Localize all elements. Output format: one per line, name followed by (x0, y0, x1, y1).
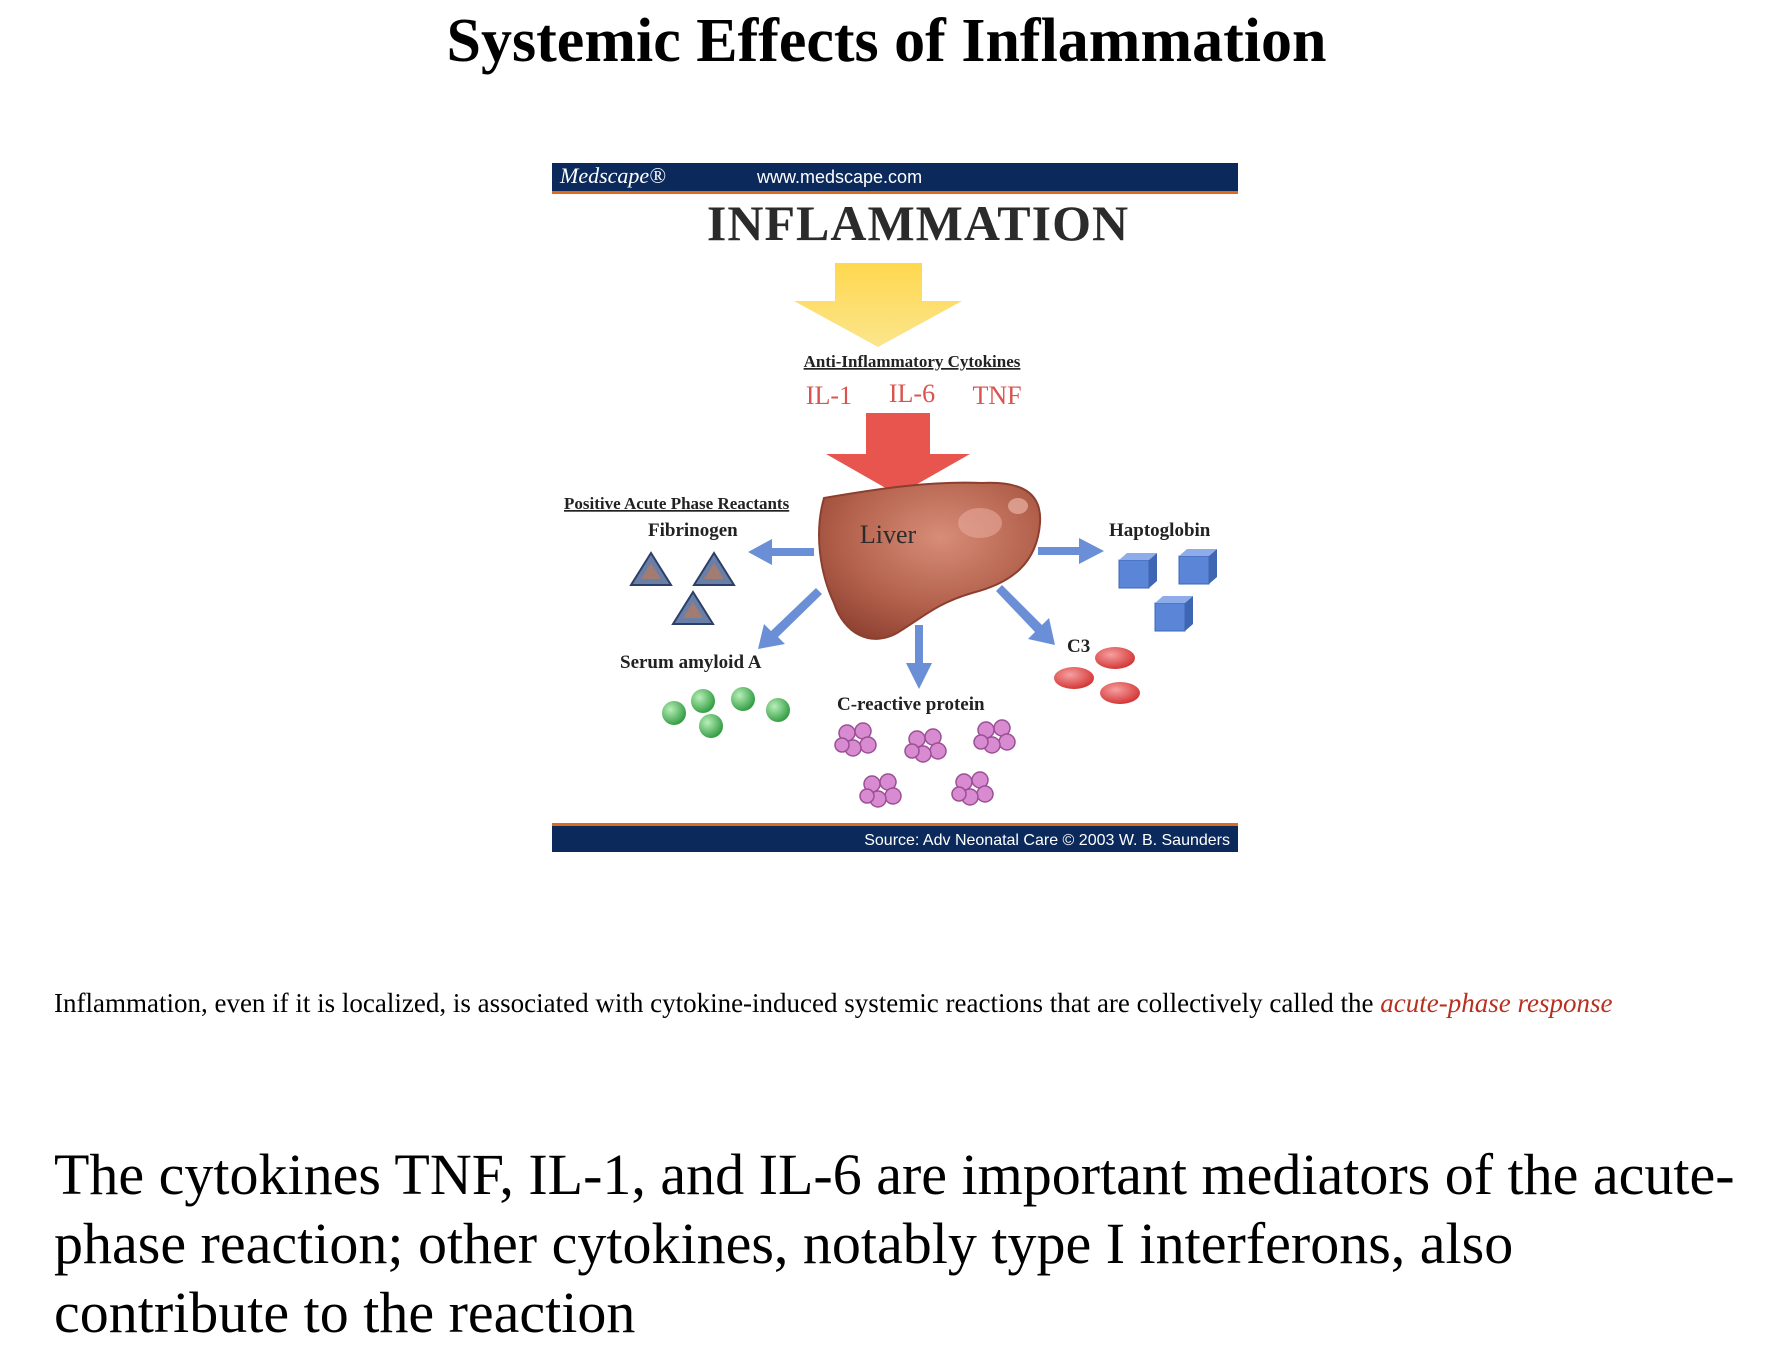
cytokines-heading: Anti-Inflammatory Cytokines (804, 352, 1021, 371)
top-banner (552, 163, 1238, 191)
organ-label: Liver (860, 520, 917, 549)
cytokine-il6: IL-6 (889, 379, 935, 408)
liver-shape (818, 481, 1042, 640)
haptoglobin-arrow (1038, 538, 1104, 564)
medscape-logo: Medscape® (559, 163, 666, 188)
caption: Inflammation, even if it is localized, i… (54, 986, 1734, 1020)
red-down-arrow (826, 413, 970, 495)
figure-source: Source: Adv Neonatal Care © 2003 W. B. S… (864, 832, 1230, 849)
bottom-banner (552, 826, 1238, 852)
crp-clusters (834, 719, 1016, 808)
caption-text: Inflammation, even if it is localized, i… (54, 988, 1381, 1018)
acute-phase-term: acute-phase response (1380, 988, 1613, 1018)
reactants-heading: Positive Acute Phase Reactants (564, 494, 790, 513)
fibrinogen-arrow (748, 539, 814, 565)
c3-arrow (996, 585, 1055, 645)
liver-highlight (958, 508, 1002, 538)
liver-highlight-2 (1008, 498, 1028, 514)
diagram-heading: INFLAMMATION (707, 195, 1129, 251)
c3-label: C3 (1067, 636, 1090, 657)
page-title: Systemic Effects of Inflammation (446, 7, 1327, 75)
c3-ovals (1054, 647, 1140, 704)
haptoglobin-cubes (1118, 549, 1217, 632)
medscape-url: www.medscape.com (756, 167, 922, 187)
fibrinogen-label: Fibrinogen (648, 520, 738, 541)
serum-amyloid-spheres (662, 687, 790, 738)
inflammation-diagram: Medscape® www.medscape.com INFLAMMATION … (552, 163, 1238, 852)
top-banner-stripe (552, 191, 1238, 194)
crp-label: C-reactive protein (837, 694, 985, 715)
serum-amyloid-label: Serum amyloid A (620, 652, 762, 673)
bottom-banner-stripe (552, 823, 1238, 826)
yellow-down-arrow (794, 263, 962, 347)
haptoglobin-label: Haptoglobin (1109, 520, 1211, 541)
fibrinogen-triangles (629, 551, 736, 625)
crp-arrow (906, 625, 932, 689)
cytokine-tnf: TNF (972, 381, 1021, 410)
cytokine-il1: IL-1 (806, 381, 852, 410)
body-paragraph: The cytokines TNF, IL-1, and IL-6 are im… (54, 1142, 1735, 1345)
serum-amyloid-arrow (758, 588, 822, 649)
